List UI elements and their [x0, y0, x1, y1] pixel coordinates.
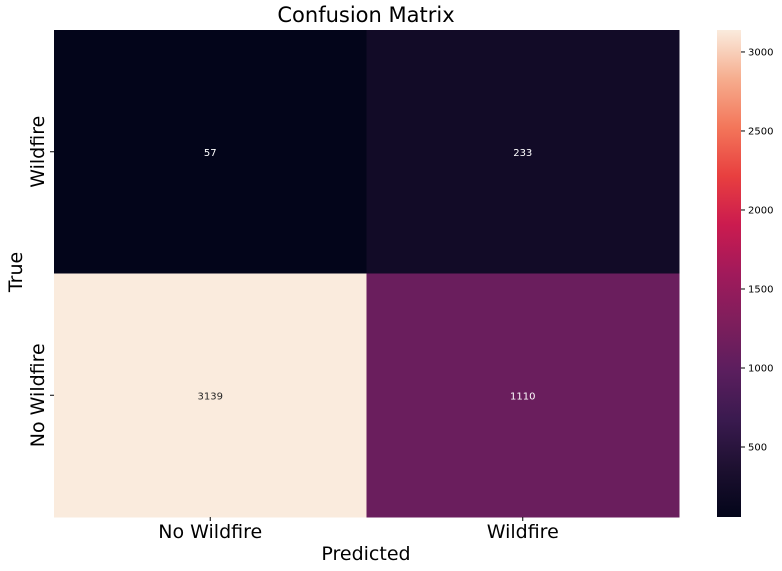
colorbar-tick-label: 3000: [748, 47, 773, 58]
heatmap-cell: [54, 30, 367, 274]
heatmap-cell: [54, 273, 367, 518]
colorbar-tick-label: 2000: [748, 205, 773, 216]
y-tick-label: No Wildfire: [27, 343, 49, 447]
x-tick-label: No Wildfire: [158, 521, 262, 543]
colorbar-tick-label: 500: [748, 442, 767, 453]
y-axis-label: True: [5, 252, 27, 293]
cell-value-label: 3139: [198, 391, 223, 402]
colorbar-ticks: 500 1000 1500 2000 2500 3000: [741, 47, 773, 453]
colorbar-tick-label: 1500: [748, 284, 773, 295]
x-axis-ticks: No Wildfire Wildfire: [158, 517, 559, 543]
cell-value-label: 1110: [510, 391, 535, 402]
colorbar: [717, 30, 741, 517]
heatmap-cell: [366, 30, 680, 274]
heatmap-cells: [54, 30, 680, 518]
colorbar-tick-label: 1000: [748, 363, 773, 374]
chart-title: Confusion Matrix: [277, 3, 454, 27]
y-tick-label: Wildfire: [27, 116, 49, 188]
cell-value-label: 233: [513, 148, 532, 159]
y-axis-ticks: Wildfire No Wildfire: [27, 116, 54, 447]
heatmap-cell: [366, 273, 680, 518]
colorbar-tick-label: 2500: [748, 126, 773, 137]
cell-annotations: 57 233 3139 1110: [198, 148, 536, 403]
x-tick-label: Wildfire: [487, 521, 559, 543]
x-axis-label: Predicted: [321, 543, 410, 565]
cell-value-label: 57: [204, 148, 217, 159]
